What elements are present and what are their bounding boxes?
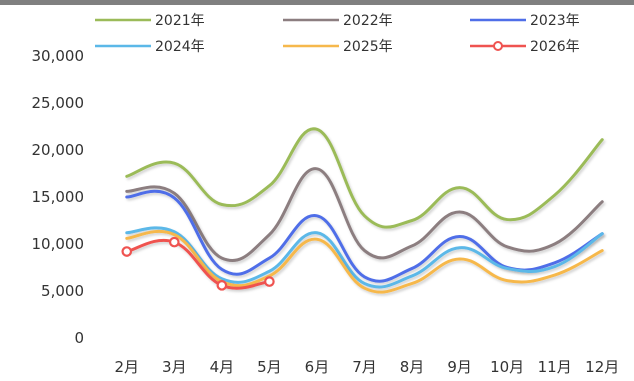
legend: 2021年 2022年 2023年 2024年 2025年 2026年 bbox=[95, 13, 580, 55]
y-tick-label: 5,000 bbox=[41, 282, 84, 300]
x-tick-label: 11月 bbox=[538, 358, 572, 376]
series-2026年 bbox=[121, 236, 275, 291]
series-line bbox=[125, 229, 604, 294]
y-axis: 0 5,000 10,000 15,000 20,000 25,000 30,000 bbox=[32, 47, 85, 347]
y-tick-label: 25,000 bbox=[32, 94, 85, 112]
legend-label: 2026年 bbox=[530, 39, 580, 55]
x-tick-label: 4月 bbox=[210, 358, 235, 376]
legend-item: 2026年 bbox=[470, 39, 580, 55]
series-2025年 bbox=[125, 229, 604, 294]
x-tick-label: 12月 bbox=[585, 358, 619, 376]
y-tick-label: 30,000 bbox=[32, 47, 85, 65]
series-line bbox=[125, 189, 604, 283]
x-tick-label: 6月 bbox=[305, 358, 330, 376]
series-2022年 bbox=[125, 167, 604, 262]
series-layer bbox=[121, 127, 604, 294]
legend-item: 2023年 bbox=[470, 13, 580, 29]
series-line bbox=[125, 127, 604, 229]
legend-label: 2022年 bbox=[343, 13, 393, 29]
legend-item: 2021年 bbox=[95, 13, 205, 29]
x-tick-label: 5月 bbox=[257, 358, 282, 376]
top-border bbox=[0, 0, 634, 5]
series-line bbox=[125, 226, 604, 289]
legend-label: 2021年 bbox=[155, 13, 205, 29]
y-tick-label: 20,000 bbox=[32, 141, 85, 159]
legend-label: 2024年 bbox=[155, 39, 205, 55]
x-tick-label: 9月 bbox=[447, 358, 472, 376]
x-axis: 2月 3月 4月 5月 6月 7月 8月 9月 10月 11月 12月 bbox=[114, 358, 619, 376]
x-tick-label: 2月 bbox=[114, 358, 139, 376]
legend-item: 2025年 bbox=[283, 39, 393, 55]
legend-label: 2025年 bbox=[343, 39, 393, 55]
data-point-marker bbox=[121, 246, 133, 257]
legend-label: 2023年 bbox=[530, 13, 580, 29]
series-line bbox=[125, 238, 271, 290]
legend-item: 2024年 bbox=[95, 39, 205, 55]
series-2021年 bbox=[125, 127, 604, 229]
x-tick-label: 3月 bbox=[162, 358, 187, 376]
x-tick-label: 8月 bbox=[400, 358, 425, 376]
data-point-marker bbox=[216, 280, 228, 291]
x-tick-label: 7月 bbox=[352, 358, 377, 376]
x-tick-label: 10月 bbox=[490, 358, 524, 376]
series-2023年 bbox=[125, 189, 604, 283]
y-tick-label: 0 bbox=[74, 329, 84, 347]
legend-item: 2022年 bbox=[283, 13, 393, 29]
data-point-marker bbox=[169, 236, 180, 248]
series-line bbox=[125, 167, 604, 262]
data-point-marker bbox=[264, 276, 275, 287]
legend-marker bbox=[493, 41, 503, 51]
y-tick-label: 10,000 bbox=[32, 235, 85, 253]
y-tick-label: 15,000 bbox=[32, 188, 85, 206]
series-2024年 bbox=[125, 226, 604, 289]
